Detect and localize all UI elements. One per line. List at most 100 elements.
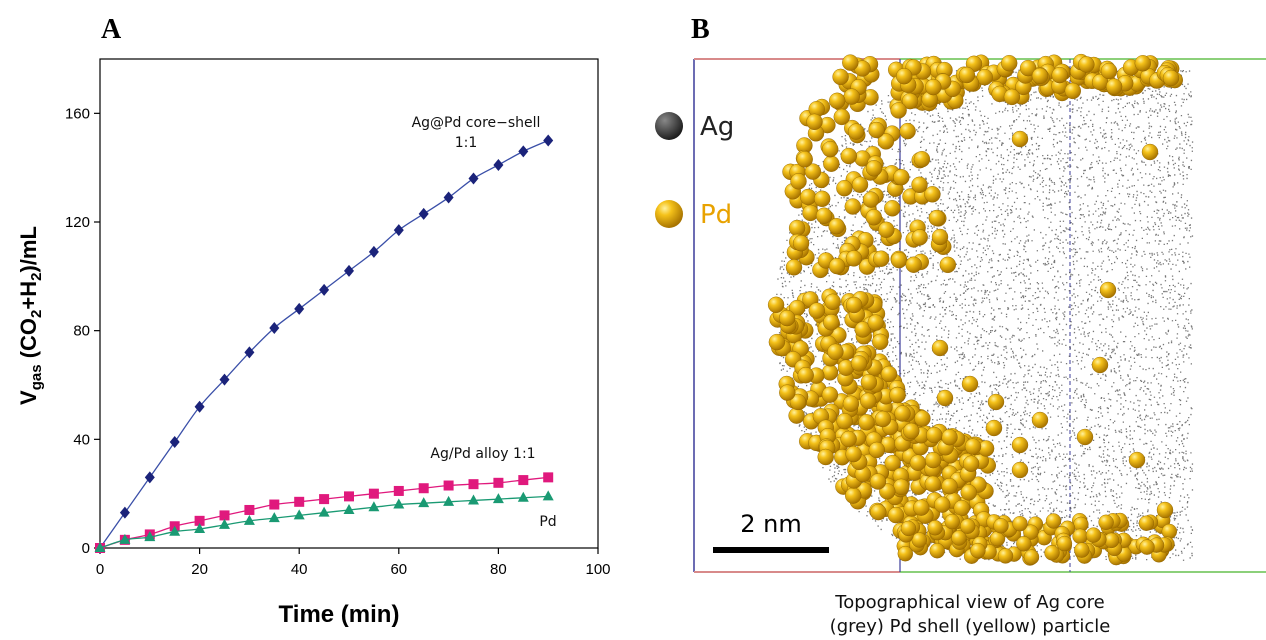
pd-atom — [792, 234, 810, 252]
square-marker — [393, 485, 404, 496]
caption-line-2: (grey) Pd shell (yellow) particle — [829, 616, 1111, 637]
pd-atom — [836, 179, 853, 197]
series-1 — [95, 134, 554, 554]
triangle-marker — [542, 490, 554, 501]
pd-atom — [1001, 55, 1018, 72]
pd-atom — [842, 395, 860, 412]
triangle-marker — [169, 525, 181, 536]
pd-atom — [1044, 545, 1060, 561]
pd-atom — [993, 518, 1009, 534]
y-tick-label: 0 — [82, 540, 90, 557]
pd-atom — [1011, 130, 1029, 148]
pd-atom — [854, 321, 871, 338]
pd-atom — [928, 209, 945, 227]
scale-bar-label: 2 nm — [740, 510, 802, 538]
pd-atom — [842, 54, 859, 71]
pd-atom — [944, 513, 960, 530]
pd-atom — [843, 88, 860, 105]
gas-volume-chart: 0 20 40 60 80 100 0 40 80 120 160 Ag@Pd core−shell… — [16, 58, 611, 628]
pd-atom — [814, 190, 831, 208]
diamond-marker — [119, 506, 130, 519]
pd-atom — [800, 188, 817, 206]
triangle-marker — [243, 514, 255, 525]
chart-labels: Ag@Pd core−shell 1:1 Ag/Pd alloy 1:1 Pd Time… — [16, 115, 557, 628]
pd-atom — [860, 392, 877, 409]
diamond-marker — [443, 191, 454, 204]
pd-atom — [767, 296, 785, 313]
pd-atom — [822, 140, 839, 158]
pd-atom — [1072, 528, 1088, 544]
square-marker — [443, 480, 454, 491]
diamond-marker — [418, 207, 429, 220]
series-annotation: Ag/Pd alloy 1:1 — [430, 446, 535, 462]
triangle-marker — [492, 493, 504, 504]
triangle-marker — [393, 498, 405, 509]
pd-atom — [821, 364, 839, 381]
pd-atom — [927, 520, 943, 536]
caption-line-1: Topographical view of Ag core — [835, 592, 1105, 613]
pd-atom — [934, 496, 951, 513]
pd-atom — [806, 113, 823, 131]
pd-atom — [1138, 515, 1155, 531]
diamond-marker — [269, 321, 280, 334]
pd-atom — [884, 200, 901, 217]
pd-atom — [873, 250, 890, 267]
pd-atom — [1023, 549, 1040, 565]
square-marker — [269, 499, 280, 510]
diamond-marker — [294, 302, 305, 315]
chart-ticks: 0 20 40 60 80 100 0 40 80 120 160 — [65, 105, 611, 578]
triangle-marker — [368, 501, 380, 512]
y-tick-label: 160 — [65, 105, 90, 122]
pd-atom — [823, 314, 840, 331]
square-marker — [294, 496, 305, 507]
square-marker — [518, 475, 529, 486]
pd-atom — [911, 532, 927, 548]
pd-atom — [911, 229, 928, 246]
pd-atom — [1064, 82, 1082, 100]
x-tick-label: 40 — [291, 561, 308, 578]
diamond-marker — [319, 283, 330, 296]
triangle-marker — [468, 494, 479, 505]
pd-atom — [1074, 542, 1090, 558]
pd-atom — [858, 414, 875, 431]
pd-atom — [796, 151, 813, 168]
pd-atom — [1023, 524, 1039, 540]
pd-atom — [868, 441, 885, 459]
pd-atom — [1128, 451, 1146, 469]
pd-atom — [845, 445, 862, 463]
x-tick-label: 20 — [191, 561, 208, 578]
pd-atom — [913, 499, 930, 516]
diamond-marker — [468, 172, 479, 185]
panel-label-b: B — [691, 14, 710, 45]
pd-atom — [768, 333, 786, 351]
pd-atom — [847, 123, 865, 140]
pd-atom — [958, 66, 976, 84]
pd-atom — [939, 256, 956, 273]
pd-atom — [1078, 56, 1095, 73]
series-3 — [94, 490, 554, 552]
pd-atom — [1098, 514, 1114, 530]
pd-atom — [929, 543, 945, 559]
pd-atom — [925, 451, 942, 469]
pd-atom — [797, 367, 814, 384]
pd-atom — [836, 413, 853, 430]
pd-atom — [900, 520, 917, 537]
pd-atom — [936, 389, 954, 407]
square-marker — [194, 515, 205, 526]
pd-atom — [914, 410, 931, 427]
y-tick-label: 120 — [65, 214, 90, 231]
pd-atom — [931, 339, 949, 357]
pd-atom — [778, 309, 796, 327]
pd-atom — [905, 256, 922, 273]
pd-atom — [951, 530, 967, 546]
scale-bar-line — [713, 547, 829, 553]
pd-atom — [877, 133, 895, 150]
square-marker — [344, 491, 354, 502]
pd-atom — [1091, 356, 1109, 374]
pd-atom — [1045, 513, 1062, 529]
pd-atom — [890, 102, 907, 119]
pd-atom — [924, 475, 941, 493]
pd-atom — [802, 204, 819, 222]
pd-atom — [862, 191, 880, 208]
